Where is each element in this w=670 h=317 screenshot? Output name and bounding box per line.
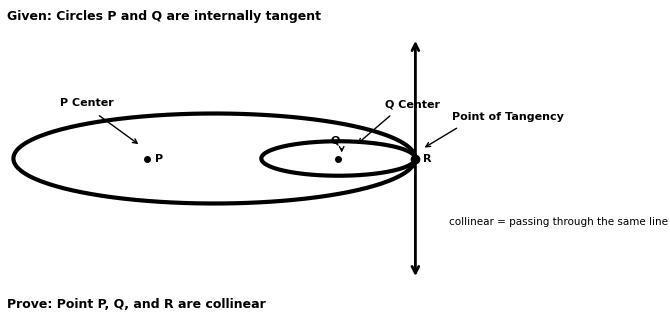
Text: Q: Q [330,136,340,146]
Text: Q Center: Q Center [385,99,440,109]
Text: Point of Tangency: Point of Tangency [452,112,564,122]
Text: collinear = passing through the same line: collinear = passing through the same lin… [449,217,668,227]
Text: Prove: Point P, Q, and R are collinear: Prove: Point P, Q, and R are collinear [7,298,265,311]
Text: Given: Circles P and Q are internally tangent: Given: Circles P and Q are internally ta… [7,10,321,23]
Text: R: R [423,154,432,165]
Text: P: P [155,154,163,165]
Text: P Center: P Center [60,98,114,108]
